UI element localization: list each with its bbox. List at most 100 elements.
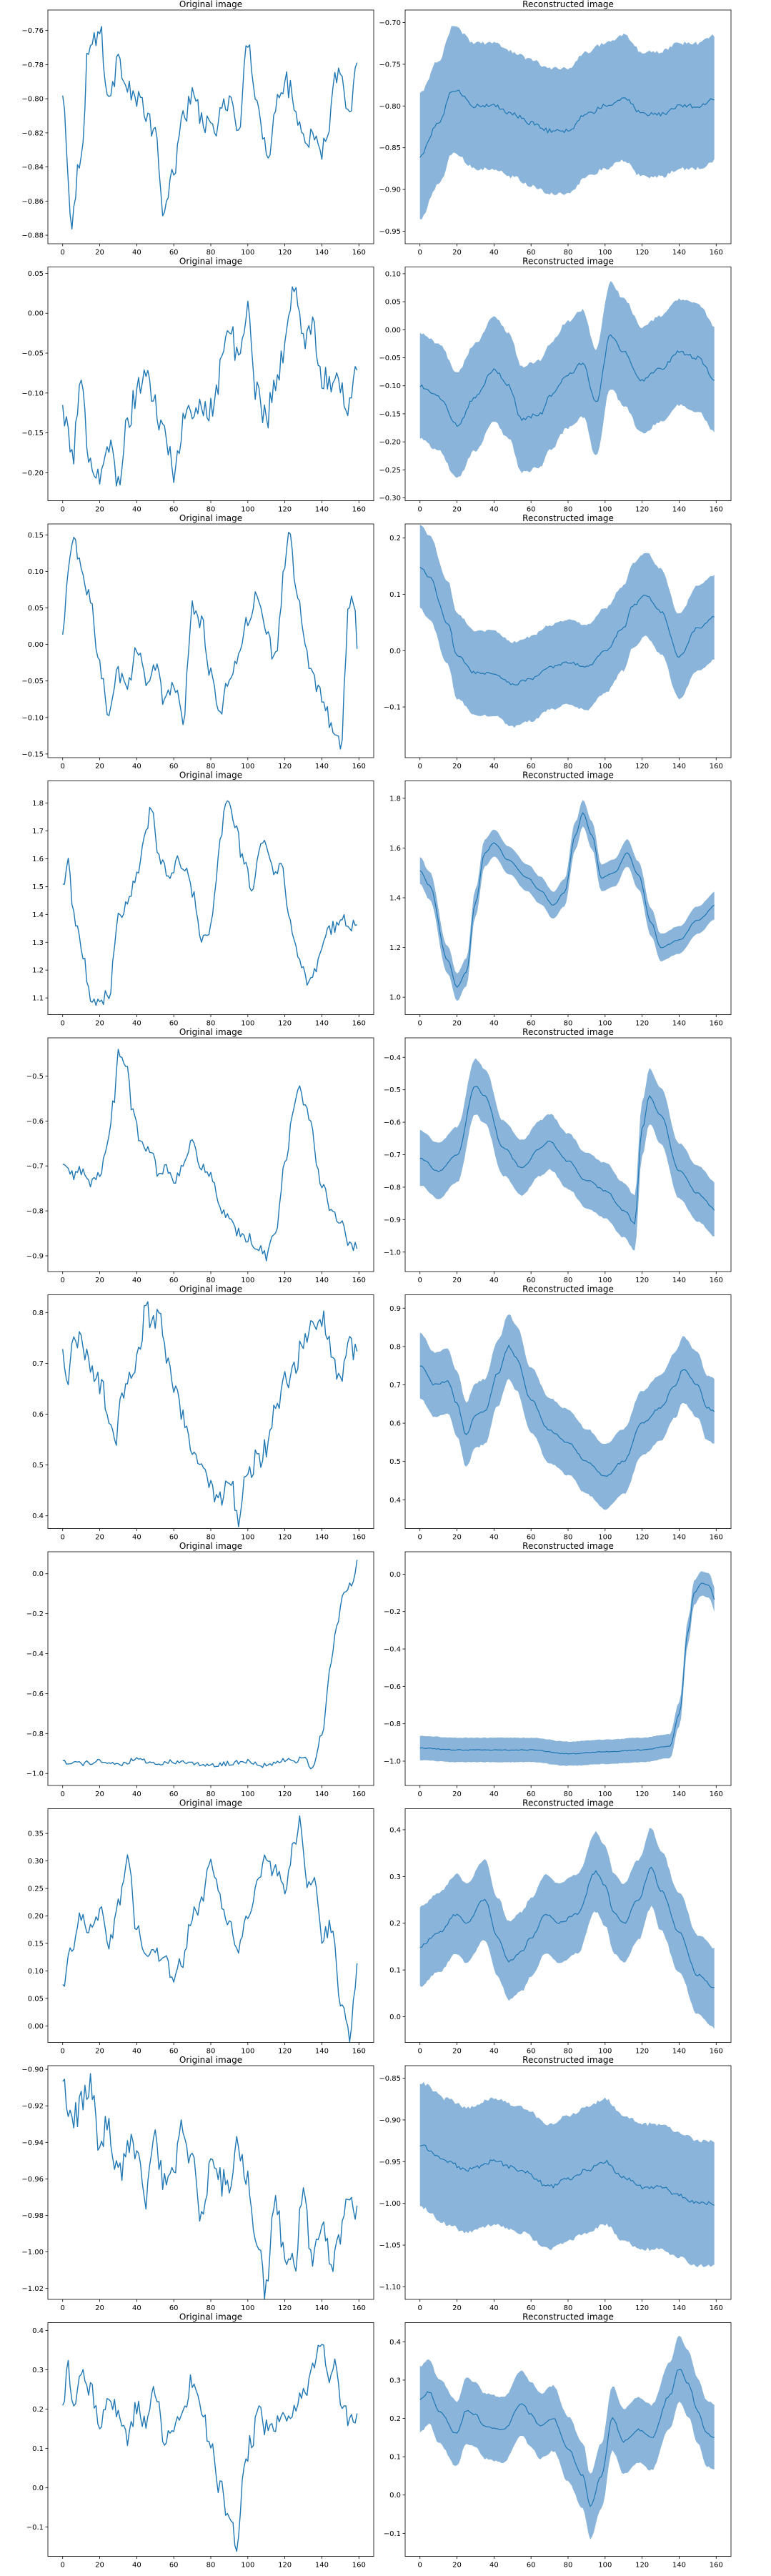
y-tick-label: −0.9: [26, 1252, 44, 1260]
x-tick-label: 100: [598, 2048, 612, 2056]
x-tick-label: 60: [169, 249, 179, 257]
x-tick-label: 20: [452, 1277, 462, 1284]
panel-original-row-3: Original image 0 20 40 60 80 100 120 140 160 −0.15…: [21, 513, 374, 771]
x-tick-label: 120: [278, 1790, 292, 1798]
x-tick-label: 60: [527, 763, 536, 771]
panel-reconstructed-row-5: Reconstructed image 0 20 40 60 80 100 120 140 160…: [384, 1027, 732, 1284]
x-tick-label: 80: [207, 2562, 216, 2570]
panel-title: Original image: [179, 2055, 242, 2065]
y-tick-label: −0.8: [384, 1184, 401, 1192]
mean-line: [419, 1344, 715, 1477]
x-tick-label: 40: [489, 1277, 499, 1284]
y-tick-label: 1.0: [389, 994, 401, 1002]
y-tick-label: 0.5: [389, 1458, 401, 1466]
x-tick-label: 80: [207, 1277, 216, 1284]
y-tick-label: −1.00: [21, 2249, 44, 2257]
panel-title: Reconstructed image: [522, 257, 614, 267]
y-tick-label: 0.3: [32, 2367, 44, 2374]
plot-area: [419, 2335, 715, 2540]
y-tick-label: 0.4: [389, 1826, 401, 1834]
uncertainty-band: [419, 524, 715, 728]
y-tick-label: 0.4: [32, 2327, 44, 2335]
y-tick-label: 0.0: [389, 1571, 401, 1579]
x-tick-label: 80: [207, 763, 216, 771]
x-tick-label: 20: [95, 506, 104, 514]
x-tick-label: 20: [452, 1534, 462, 1542]
y-tick-label: −0.8: [26, 1208, 44, 1216]
y-tick-label: 0.2: [32, 2406, 44, 2414]
y-tick-label: −0.5: [384, 1086, 401, 1094]
y-tick-label: −0.15: [21, 430, 44, 437]
x-tick-label: 160: [352, 506, 366, 514]
series-line: [62, 1815, 358, 2043]
uncertainty-band: [419, 800, 715, 1001]
x-tick-label: 100: [598, 2562, 612, 2570]
x-tick-label: 60: [527, 1790, 536, 1798]
y-tick-label: 0.05: [28, 605, 44, 613]
y-tick-label: 0.0: [389, 2492, 401, 2500]
x-tick-label: 160: [352, 2304, 366, 2312]
panel-title: Original image: [179, 1798, 242, 1808]
plot-area: [419, 800, 715, 1001]
x-tick-label: 120: [635, 2048, 649, 2056]
uncertainty-band: [419, 1058, 715, 1251]
panel-title: Original image: [179, 1284, 242, 1294]
series-line: [62, 1049, 358, 1262]
y-tick-label: −0.10: [21, 714, 44, 722]
x-tick-label: 0: [61, 506, 65, 514]
y-tick-label: −0.15: [21, 750, 44, 758]
y-tick-label: 0.4: [389, 2339, 401, 2347]
panel-reconstructed-row-7: Reconstructed image 0 20 40 60 80 100 120 140 160…: [384, 1541, 732, 1798]
x-tick-label: 80: [564, 763, 573, 771]
y-tick-label: −1.0: [384, 1249, 401, 1257]
x-tick-label: 20: [452, 2304, 462, 2312]
y-tick-label: 0.3: [389, 2377, 401, 2384]
y-tick-label: −0.1: [384, 704, 401, 712]
y-tick-label: −0.85: [379, 144, 401, 152]
y-tick-label: −0.1: [26, 2524, 44, 2532]
mean-line: [419, 1866, 715, 1988]
y-tick-label: −0.6: [384, 1683, 401, 1691]
x-tick-label: 160: [710, 1534, 723, 1542]
y-tick-label: 0.0: [389, 648, 401, 655]
y-tick-label: 0.7: [389, 1382, 401, 1389]
x-tick-label: 0: [418, 249, 422, 257]
x-tick-label: 160: [710, 2304, 723, 2312]
x-tick-label: 0: [418, 1790, 422, 1798]
y-tick-label: 0.00: [385, 327, 401, 335]
x-tick-label: 160: [710, 506, 723, 514]
y-tick-label: 0.05: [28, 1995, 44, 2003]
plot-area: [62, 1560, 358, 1770]
x-tick-label: 140: [315, 2562, 329, 2570]
panel-title: Reconstructed image: [522, 1027, 614, 1037]
panel-title: Reconstructed image: [522, 2055, 614, 2065]
panel-original-row-1: Original image 0 20 40 60 80 100 120 140 160 −0.88…: [21, 0, 374, 257]
panel-title: Reconstructed image: [522, 2312, 614, 2322]
x-tick-label: 140: [672, 249, 686, 257]
y-tick-label: −0.96: [21, 2176, 44, 2184]
x-tick-label: 40: [132, 1534, 141, 1542]
y-tick-label: −1.05: [379, 2242, 401, 2250]
x-tick-label: 0: [61, 2048, 65, 2056]
x-tick-label: 140: [672, 1277, 686, 1284]
y-tick-label: 0.1: [389, 2454, 401, 2462]
y-tick-label: 0.25: [28, 1886, 44, 1893]
uncertainty-band: [419, 2335, 715, 2540]
x-tick-label: 160: [352, 763, 366, 771]
y-tick-label: −0.90: [21, 2066, 44, 2074]
plot-area: [419, 1314, 715, 1510]
y-tick-label: −1.02: [21, 2285, 44, 2293]
x-tick-label: 40: [489, 506, 499, 514]
x-tick-label: 0: [61, 1790, 65, 1798]
x-tick-label: 0: [418, 763, 422, 771]
x-tick-label: 120: [278, 506, 292, 514]
x-tick-label: 120: [278, 249, 292, 257]
x-tick-label: 0: [61, 2304, 65, 2312]
y-tick-label: −0.05: [379, 355, 401, 362]
x-tick-label: 140: [315, 506, 329, 514]
y-tick-label: 1.6: [32, 856, 44, 863]
x-tick-label: 120: [635, 2304, 649, 2312]
y-tick-label: −0.95: [379, 228, 401, 236]
y-tick-label: 0.00: [28, 641, 44, 649]
